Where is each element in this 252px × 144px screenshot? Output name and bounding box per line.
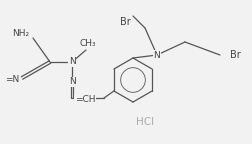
Text: NH₂: NH₂ (12, 30, 29, 38)
Text: =CH: =CH (75, 95, 96, 105)
Text: HCl: HCl (136, 117, 154, 127)
Text: N: N (69, 77, 75, 87)
Text: =N: =N (5, 75, 19, 85)
Text: N: N (154, 51, 160, 59)
Text: N: N (69, 57, 75, 67)
Text: Br: Br (230, 50, 241, 60)
Text: CH₃: CH₃ (80, 39, 96, 49)
Text: Br: Br (120, 17, 130, 27)
